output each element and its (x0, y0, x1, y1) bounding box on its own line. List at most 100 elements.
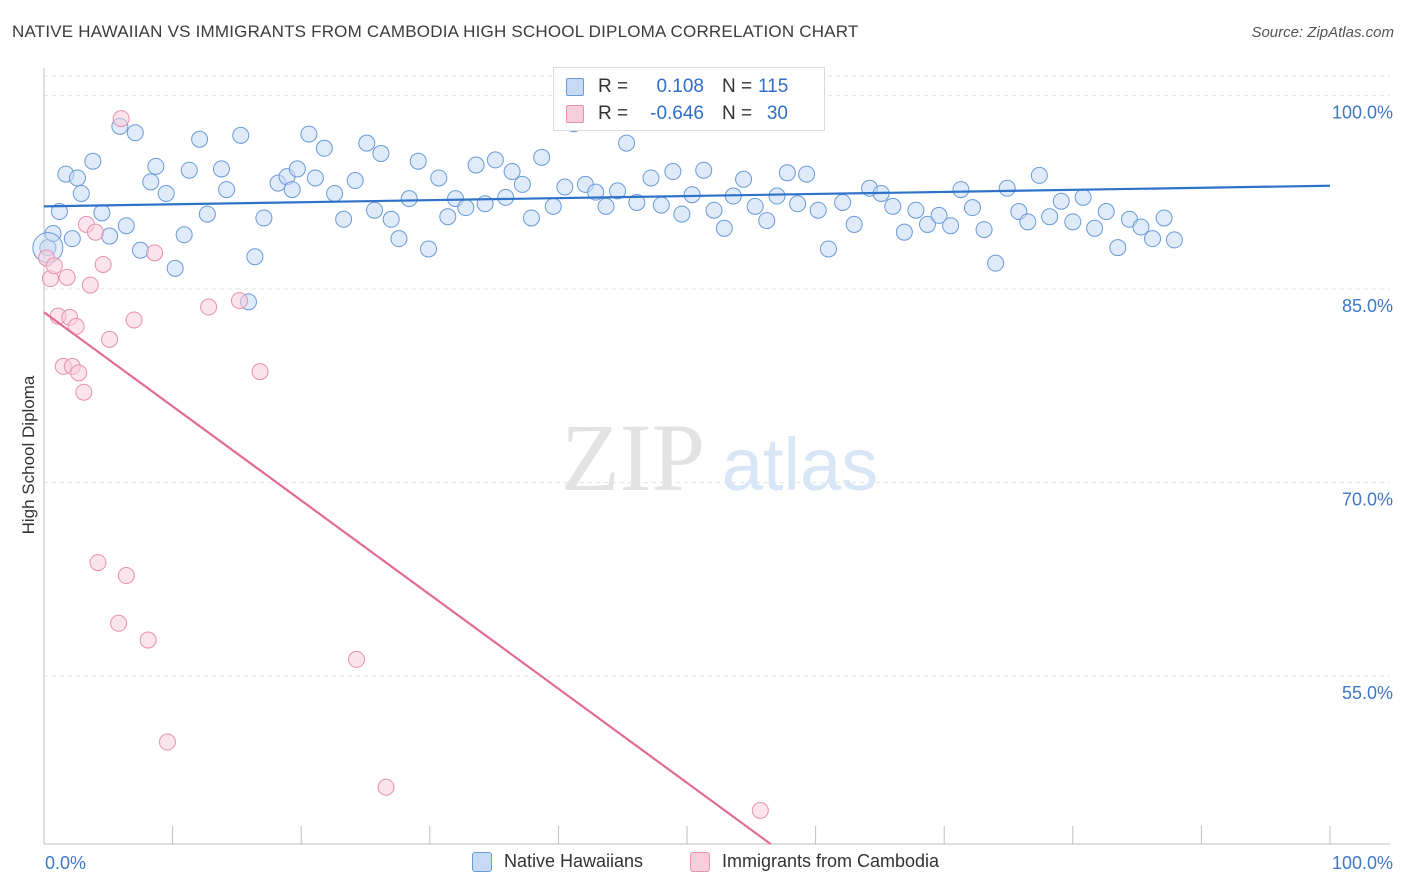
trend-line (43, 311, 772, 845)
legend-row-pink: R = -0.646 N = 30 (566, 102, 788, 126)
pink-swatch (566, 105, 584, 123)
data-point (895, 223, 913, 241)
chart-title: NATIVE HAWAIIAN VS IMMIGRANTS FROM CAMBO… (12, 22, 859, 41)
data-point (975, 221, 993, 239)
data-point (126, 124, 144, 142)
data-point (884, 197, 902, 215)
legend-label: Immigrants from Cambodia (722, 851, 940, 871)
data-point (372, 144, 390, 162)
gridlines (44, 75, 1390, 677)
data-point (335, 210, 353, 228)
trend-lines (43, 184, 1331, 845)
data-point (101, 227, 119, 245)
data-point (146, 244, 164, 262)
n-value: 115 (758, 76, 789, 97)
data-point (326, 184, 344, 202)
data-point (366, 201, 384, 219)
data-point (798, 165, 816, 183)
data-point (819, 240, 837, 258)
data-point (198, 205, 216, 223)
data-point (117, 217, 135, 235)
data-point (45, 257, 63, 275)
data-point (409, 152, 427, 170)
data-point (642, 169, 660, 187)
data-point (230, 292, 248, 310)
legend-label: Native Hawaiians (504, 851, 644, 871)
data-point (94, 255, 112, 273)
data-point (930, 206, 948, 224)
data-point (503, 163, 521, 181)
legend-item-immigrants-from-cambodia[interactable]: Immigrants from Cambodia (690, 851, 939, 872)
data-point (751, 801, 769, 819)
data-point (1144, 230, 1162, 248)
watermark-atlas: atlas (722, 423, 878, 506)
data-point (306, 169, 324, 187)
data-point (131, 241, 149, 259)
data-point (200, 298, 218, 316)
data-point (315, 139, 333, 157)
n-label: N = (722, 76, 753, 97)
data-point (1064, 213, 1082, 231)
data-point (963, 199, 981, 217)
data-point (93, 204, 111, 222)
data-point (1097, 203, 1115, 221)
data-point (358, 134, 376, 152)
data-point (212, 160, 230, 178)
data-point (158, 733, 176, 751)
trend-line (43, 184, 1331, 208)
data-point (288, 160, 306, 178)
data-point (117, 567, 135, 585)
data-point (420, 240, 438, 258)
y-tick-label: 85.0% (1342, 296, 1393, 316)
data-point (918, 215, 936, 233)
data-point (390, 230, 408, 248)
data-point (1041, 208, 1059, 226)
data-point (533, 148, 551, 166)
blue-swatch (566, 78, 584, 96)
data-point (1030, 166, 1048, 184)
data-point (758, 212, 776, 230)
data-point (746, 197, 764, 215)
data-point (652, 196, 670, 214)
data-point (735, 170, 753, 188)
data-point (513, 175, 531, 193)
data-point (430, 169, 448, 187)
data-point (81, 276, 99, 294)
correlation-legend: R = 0.108 N = 115 R = -0.646 N = 30 (553, 67, 825, 131)
data-point (283, 181, 301, 199)
data-point (628, 193, 646, 211)
pink-swatch (690, 851, 710, 872)
data-point (84, 152, 102, 170)
data-point (998, 179, 1016, 197)
axes (43, 68, 1390, 845)
data-point (218, 181, 236, 199)
legend-item-native-hawaiians[interactable]: Native Hawaiians (472, 851, 643, 872)
data-point (1155, 209, 1173, 227)
data-point (125, 311, 143, 329)
data-point (497, 188, 515, 206)
r-label: R = (598, 76, 629, 97)
data-point (789, 195, 807, 213)
data-point (1019, 213, 1037, 231)
data-point (382, 210, 400, 228)
r-label: R = (598, 103, 629, 124)
data-point (1074, 188, 1092, 206)
data-point (809, 201, 827, 219)
data-point (683, 186, 701, 204)
data-point (191, 130, 209, 148)
data-point (68, 169, 86, 187)
data-point (166, 259, 184, 277)
data-point (544, 197, 562, 215)
data-point (142, 173, 160, 191)
data-point (147, 157, 165, 175)
data-point (110, 614, 128, 632)
data-point (139, 631, 157, 649)
data-point (587, 183, 605, 201)
x-tick-label: 100.0% (1332, 853, 1393, 873)
data-point (768, 187, 786, 205)
data-point (987, 254, 1005, 272)
data-point (778, 164, 796, 182)
data-point (347, 650, 365, 668)
data-point (157, 184, 175, 202)
